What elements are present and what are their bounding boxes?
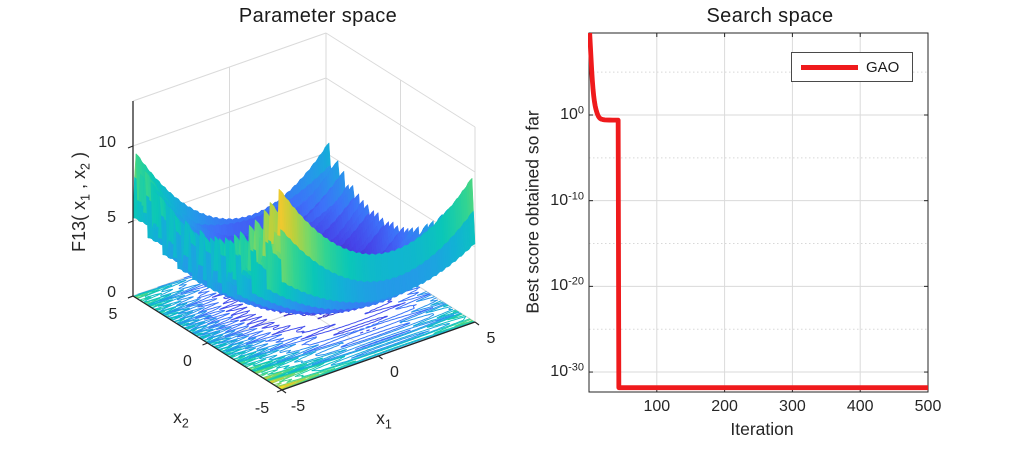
left-plot-title: Parameter space (238, 5, 398, 27)
x1-tick-label: -5 (290, 398, 306, 415)
y-tick-exponent: 0 (577, 104, 584, 117)
surface-plot-canvas (0, 0, 515, 453)
zlabel-part: , x (69, 169, 89, 194)
x2-tick-label: 0 (183, 353, 192, 370)
x1-tick-label: 0 (390, 364, 399, 381)
zlabel-part: F13( x (69, 200, 89, 252)
search-space-subplot: Search space Best score obtained so far … (515, 0, 1031, 453)
x-tick-label: 400 (846, 398, 874, 415)
right-plot-title: Search space (706, 5, 834, 27)
zlabel-sub: 2 (78, 163, 93, 170)
y-tick-base: 10 (560, 105, 578, 123)
x2-tick-label: 5 (108, 306, 118, 323)
y-tick-exponent: -20 (568, 275, 584, 288)
x1-tick-label: 5 (486, 330, 496, 347)
convergence-plot-canvas (515, 0, 1031, 453)
zlabel-part: ) (69, 152, 89, 164)
y-tick-base: 10 (550, 277, 569, 295)
x2-label-sub: 2 (181, 416, 189, 431)
x-tick-label: 500 (914, 398, 942, 415)
y-tick-base: 10 (550, 191, 569, 209)
y-tick-label: 100 (560, 104, 584, 123)
right-plot-xlabel: Iteration (730, 419, 794, 439)
x-tick-label: 100 (643, 398, 671, 415)
x2-tick-label: -5 (254, 400, 270, 417)
legend-box: GAO (791, 52, 913, 82)
y-tick-base: 10 (550, 363, 569, 381)
left-plot-x2-axis-label: x2 (173, 407, 189, 431)
left-plot-x1-axis-label: x1 (376, 408, 392, 432)
z-tick-label: 5 (107, 209, 116, 226)
zlabel-sub: 1 (78, 194, 93, 201)
right-plot-ylabel: Best score obtained so far (522, 110, 543, 314)
x2-label-base: x (173, 407, 182, 427)
legend-label: GAO (866, 58, 900, 76)
x1-label-base: x (376, 408, 385, 428)
y-tick-label: 10-10 (550, 190, 584, 209)
x-tick-label: 200 (711, 398, 738, 415)
y-tick-label: 10-20 (550, 275, 584, 295)
y-tick-exponent: -10 (568, 190, 584, 203)
y-tick-exponent: -30 (568, 361, 584, 374)
z-tick-label: 10 (98, 134, 116, 151)
x1-label-sub: 1 (384, 417, 392, 432)
legend-line-sample (801, 64, 858, 70)
y-tick-label: 10-30 (550, 361, 584, 381)
x-tick-label: 300 (779, 398, 806, 415)
z-tick-label: 0 (107, 284, 116, 301)
left-plot-zlabel: F13( x1 , x2 ) (69, 152, 92, 252)
